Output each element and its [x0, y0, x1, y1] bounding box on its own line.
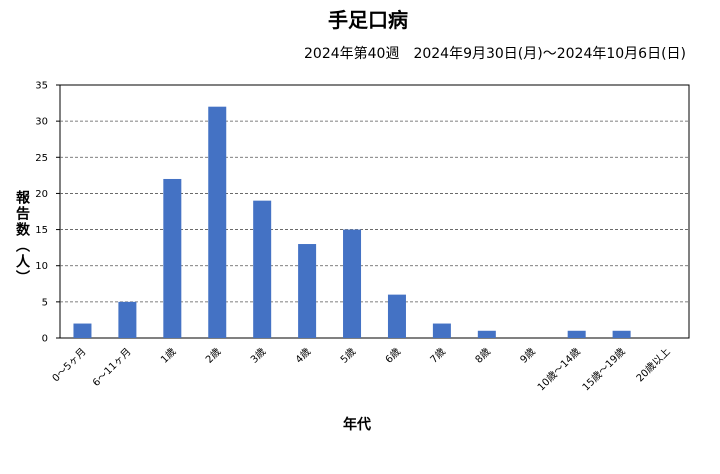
x-tick-label: 3歳 [248, 346, 268, 366]
bar [387, 294, 406, 338]
y-tick-label: 25 [35, 153, 48, 164]
bar [343, 229, 362, 338]
x-tick-label: 2歳 [203, 346, 223, 366]
x-tick-label: 6～11ヶ月 [90, 346, 133, 389]
bar [118, 301, 137, 338]
y-tick-label: 5 [42, 297, 48, 308]
x-tick-label: 5歳 [338, 346, 358, 366]
x-tick-label: 15歳～19歳 [580, 346, 628, 394]
x-tick-label: 6歳 [383, 346, 403, 366]
bar [73, 323, 92, 338]
x-tick-label: 4歳 [293, 346, 313, 366]
x-tick-label: 7歳 [428, 346, 448, 366]
bar [208, 106, 227, 338]
y-tick-label: 20 [35, 189, 48, 200]
x-tick-label: 0～5ヶ月 [50, 346, 89, 385]
bar [298, 244, 317, 338]
chart-title: 手足口病 [328, 8, 408, 32]
bar [163, 178, 182, 338]
x-tick-label: 20歳以上 [634, 346, 673, 385]
bar [253, 200, 272, 338]
x-tick-label: 8歳 [473, 346, 493, 366]
bar [612, 330, 631, 338]
y-tick-label: 35 [35, 81, 48, 92]
x-tick-label: 10歳～14歳 [535, 346, 583, 394]
bar [477, 330, 496, 338]
plot-frame [59, 84, 690, 339]
y-tick-label: 15 [35, 225, 48, 236]
x-tick-label: 1歳 [158, 346, 178, 366]
x-tick-label: 9歳 [518, 346, 538, 366]
bar [567, 330, 586, 338]
y-tick-label: 0 [42, 334, 48, 345]
chart-subtitle: 2024年第40週 2024年9月30日(月)～2024年10月6日(日) [304, 45, 686, 62]
x-axis-title: 年代 [343, 416, 371, 433]
bar [432, 323, 451, 338]
y-axis-title: 報告数（人） [14, 189, 31, 286]
y-tick-label: 10 [35, 261, 48, 272]
y-tick-label: 30 [35, 117, 48, 128]
